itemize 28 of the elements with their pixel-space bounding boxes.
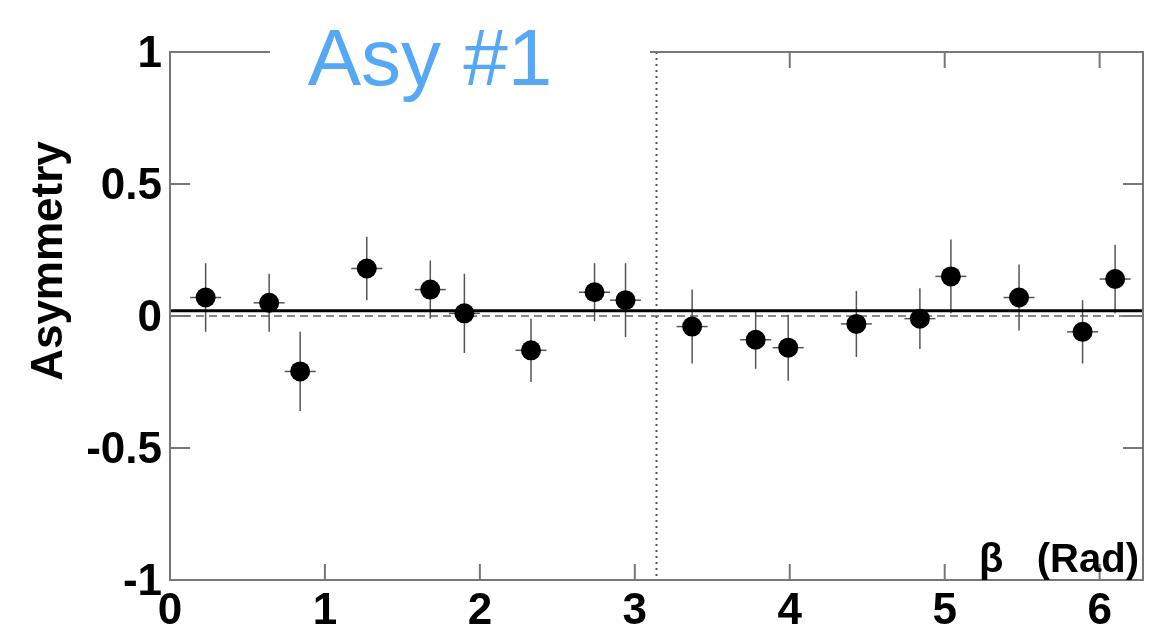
x-tick-label: 3	[622, 584, 648, 633]
point	[778, 337, 799, 358]
y-axis-title: Asymmetry	[22, 140, 71, 381]
x-tick-label: 4	[777, 584, 803, 633]
point	[356, 258, 377, 279]
x-tick-label: 2	[467, 584, 493, 633]
x-tick-label: 1	[312, 584, 338, 633]
x-tick-label: 6	[1087, 584, 1112, 633]
point	[521, 340, 541, 361]
point	[745, 329, 766, 350]
point	[682, 316, 703, 337]
chart-title: Asy #1	[307, 13, 553, 102]
point	[584, 282, 605, 303]
y-tick-label: -0.5	[86, 423, 162, 472]
point	[420, 279, 441, 300]
point	[1009, 287, 1030, 308]
point	[1072, 321, 1093, 342]
x-tick-label: 5	[932, 584, 957, 633]
point	[195, 287, 216, 308]
x-axis-title: β (Rad)	[979, 536, 1139, 580]
point	[940, 266, 961, 287]
y-tick-label: 0	[137, 291, 162, 340]
y-tick-label: 0.5	[100, 159, 162, 208]
point	[846, 313, 867, 334]
point	[290, 361, 311, 382]
point	[1105, 269, 1126, 290]
y-tick-label: 1	[137, 27, 162, 76]
point	[615, 290, 636, 311]
